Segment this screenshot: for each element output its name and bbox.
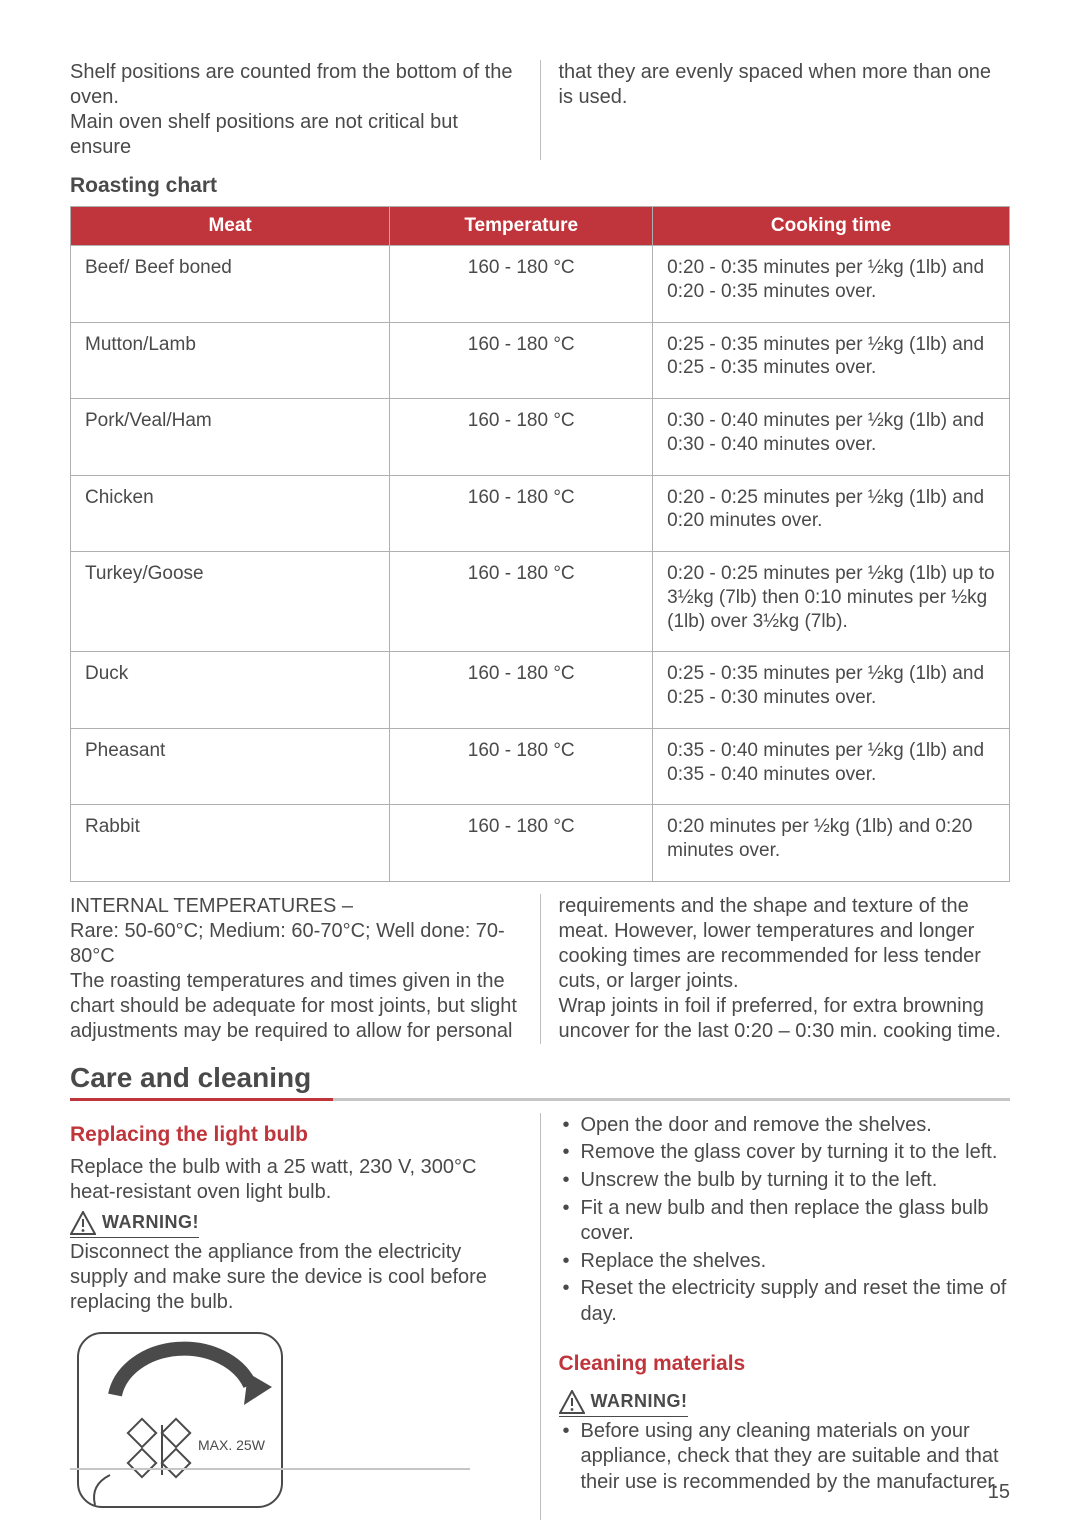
cell-time: 0:30 - 0:40 minutes per ½kg (1lb) and 0:… [653, 399, 1010, 476]
list-item: Remove the glass cover by turning it to … [559, 1140, 1011, 1166]
cleaning-title: Cleaning materials [559, 1352, 1011, 1376]
intro-left: Shelf positions are counted from the bot… [70, 60, 522, 160]
cell-meat: Pork/Veal/Ham [71, 399, 390, 476]
col-temp: Temperature [390, 207, 653, 246]
intro-block: Shelf positions are counted from the bot… [70, 60, 1010, 160]
table-row: Chicken160 - 180 °C0:20 - 0:25 minutes p… [71, 475, 1010, 552]
bulb-fig-label: MAX. 25W [198, 1437, 266, 1453]
warning-label-1: WARNING! [102, 1212, 199, 1233]
cell-temp: 160 - 180 °C [390, 399, 653, 476]
bulb-warning-text: Disconnect the appliance from the electr… [70, 1240, 522, 1315]
cell-time: 0:20 - 0:35 minutes per ½kg (1lb) and 0:… [653, 246, 1010, 323]
table-row: Pheasant160 - 180 °C0:35 - 0:40 minutes … [71, 728, 1010, 805]
col-time: Cooking time [653, 207, 1010, 246]
cell-meat: Beef/ Beef boned [71, 246, 390, 323]
bulb-figure: MAX. 25W [70, 1325, 290, 1520]
cell-meat: Chicken [71, 475, 390, 552]
cell-time: 0:25 - 0:35 minutes per ½kg (1lb) and 0:… [653, 652, 1010, 729]
cell-time: 0:20 minutes per ½kg (1lb) and 0:20 minu… [653, 805, 1010, 882]
page-number: 15 [988, 1481, 1010, 1504]
cell-temp: 160 - 180 °C [390, 475, 653, 552]
footer-rule [70, 1468, 470, 1470]
table-row: Pork/Veal/Ham160 - 180 °C0:30 - 0:40 min… [71, 399, 1010, 476]
warning-label-2: WARNING! [591, 1391, 688, 1412]
list-item: Unscrew the bulb by turning it to the le… [559, 1168, 1011, 1194]
list-item: Reset the electricity supply and reset t… [559, 1276, 1011, 1327]
notes-left: INTERNAL TEMPERATURES – Rare: 50-60°C; M… [70, 894, 522, 1044]
warning-row-2: WARNING! [559, 1390, 688, 1417]
cell-time: 0:25 - 0:35 minutes per ½kg (1lb) and 0:… [653, 322, 1010, 399]
list-item: Before using any cleaning materials on y… [559, 1419, 1011, 1496]
notes-right: requirements and the shape and texture o… [559, 894, 1011, 1044]
cell-temp: 160 - 180 °C [390, 652, 653, 729]
list-item: Replace the shelves. [559, 1249, 1011, 1275]
list-item: Fit a new bulb and then replace the glas… [559, 1196, 1011, 1247]
warning-icon [70, 1211, 96, 1235]
table-header-row: Meat Temperature Cooking time [71, 207, 1010, 246]
cleaning-list: Before using any cleaning materials on y… [559, 1419, 1011, 1496]
table-row: Duck160 - 180 °C0:25 - 0:35 minutes per … [71, 652, 1010, 729]
table-row: Rabbit160 - 180 °C0:20 minutes per ½kg (… [71, 805, 1010, 882]
cell-meat: Pheasant [71, 728, 390, 805]
list-item: Open the door and remove the shelves. [559, 1113, 1011, 1139]
table-row: Beef/ Beef boned160 - 180 °C0:20 - 0:35 … [71, 246, 1010, 323]
care-block: Replacing the light bulb Replace the bul… [70, 1113, 1010, 1520]
roasting-chart-title: Roasting chart [70, 174, 1010, 198]
cell-meat: Mutton/Lamb [71, 322, 390, 399]
cell-time: 0:35 - 0:40 minutes per ½kg (1lb) and 0:… [653, 728, 1010, 805]
bulb-text: Replace the bulb with a 25 watt, 230 V, … [70, 1155, 522, 1205]
cell-meat: Rabbit [71, 805, 390, 882]
warning-row-1: WARNING! [70, 1211, 199, 1238]
table-row: Turkey/Goose160 - 180 °C0:20 - 0:25 minu… [71, 552, 1010, 652]
cell-temp: 160 - 180 °C [390, 728, 653, 805]
cell-temp: 160 - 180 °C [390, 246, 653, 323]
accent-line [70, 1098, 1010, 1101]
steps-list: Open the door and remove the shelves.Rem… [559, 1113, 1011, 1328]
cell-time: 0:20 - 0:25 minutes per ½kg (1lb) and 0:… [653, 475, 1010, 552]
bulb-title: Replacing the light bulb [70, 1123, 522, 1147]
intro-right: that they are evenly spaced when more th… [559, 60, 1011, 110]
roasting-table: Meat Temperature Cooking time Beef/ Beef… [70, 206, 1010, 882]
cell-time: 0:20 - 0:25 minutes per ½kg (1lb) up to … [653, 552, 1010, 652]
cell-meat: Turkey/Goose [71, 552, 390, 652]
cell-temp: 160 - 180 °C [390, 322, 653, 399]
table-row: Mutton/Lamb160 - 180 °C0:25 - 0:35 minut… [71, 322, 1010, 399]
col-meat: Meat [71, 207, 390, 246]
notes-block: INTERNAL TEMPERATURES – Rare: 50-60°C; M… [70, 894, 1010, 1044]
care-heading: Care and cleaning [70, 1062, 1010, 1094]
cell-temp: 160 - 180 °C [390, 805, 653, 882]
cell-temp: 160 - 180 °C [390, 552, 653, 652]
cell-meat: Duck [71, 652, 390, 729]
warning-icon [559, 1390, 585, 1414]
